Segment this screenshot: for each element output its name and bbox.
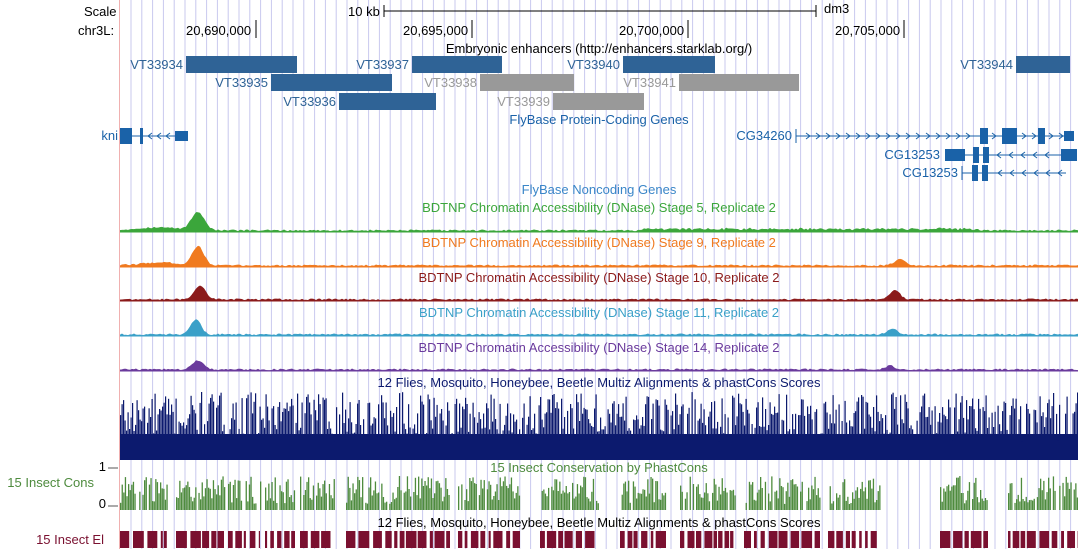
dnase-stage9-title: BDTNP Chromatin Accessibility (DNase) St… (422, 235, 776, 250)
cons-axis-ticks (108, 467, 118, 507)
cons-side-label[interactable]: 15 Insect Cons (7, 475, 94, 490)
enhancer-feature[interactable] (412, 56, 502, 73)
enhancer-feature[interactable] (186, 56, 297, 73)
enhancer-feature[interactable] (339, 93, 436, 110)
dnase-stage10-signal[interactable] (120, 277, 1078, 305)
gene-label-kni[interactable]: kni (101, 128, 118, 143)
enhancer-label[interactable]: VT33938 (424, 75, 477, 90)
enhancers-track-title: Embryonic enhancers (http://enhancers.st… (445, 41, 753, 56)
dnase-stage11-signal[interactable] (120, 312, 1078, 340)
elements-track-title: 12 Flies, Mosquito, Honeybee, Beetle Mul… (377, 515, 821, 530)
enhancer-feature[interactable] (1016, 56, 1070, 73)
cons-ymin-label: 0 (98, 496, 106, 511)
enhancer-label[interactable]: VT33944 (960, 57, 1013, 72)
enhancer-label[interactable]: VT33940 (567, 57, 620, 72)
dnase-stage14-signal[interactable] (120, 347, 1078, 375)
enhancer-feature-inactive[interactable] (480, 74, 574, 91)
gene-model-kni[interactable] (118, 126, 192, 146)
enhancer-label[interactable]: VT33935 (215, 75, 268, 90)
flybase-noncoding-title: FlyBase Noncoding Genes (521, 182, 677, 197)
dnase-stage14-title: BDTNP Chromatin Accessibility (DNase) St… (418, 340, 780, 355)
assembly-label: dm3 (824, 1, 850, 16)
enhancer-feature[interactable] (271, 74, 392, 91)
dnase-stage10-title: BDTNP Chromatin Accessibility (DNase) St… (418, 270, 780, 285)
position-ticks (255, 20, 905, 38)
conserved-elements-track[interactable] (120, 531, 1078, 548)
position-label: 20,695,000 (403, 23, 469, 38)
gene-label-cg13253[interactable]: CG13253 (884, 147, 940, 162)
dnase-stage5-signal[interactable] (120, 208, 1078, 236)
position-label: 20,690,000 (186, 23, 252, 38)
scale-bar-label: 10 kb (348, 4, 380, 19)
scale-label: Scale (84, 4, 117, 19)
enhancer-feature[interactable] (623, 56, 715, 73)
dnase-stage9-signal[interactable] (120, 243, 1078, 271)
enhancer-feature-inactive[interactable] (553, 93, 644, 110)
gene-model-cg34260[interactable] (794, 126, 1076, 146)
enhancer-label[interactable]: VT33936 (283, 94, 336, 109)
position-label: 20,700,000 (619, 23, 685, 38)
enhancer-label[interactable]: VT33941 (623, 75, 676, 90)
scale-bar (383, 5, 817, 17)
dnase-stage11-title: BDTNP Chromatin Accessibility (DNase) St… (418, 305, 780, 320)
cons-track-title: 15 Insect Conservation by PhastCons (490, 460, 708, 475)
gene-label-cg13253[interactable]: CG13253 (902, 165, 958, 180)
enhancer-feature-inactive[interactable] (679, 74, 799, 91)
dnase-stage5-title: BDTNP Chromatin Accessibility (DNase) St… (422, 200, 776, 215)
gene-label-cg34260[interactable]: CG34260 (736, 128, 792, 143)
enhancer-label[interactable]: VT33939 (497, 94, 550, 109)
flybase-coding-title: FlyBase Protein-Coding Genes (509, 112, 689, 127)
chrom-label: chr3L: (78, 23, 115, 38)
gene-model-cg13253[interactable] (943, 145, 1078, 165)
cons-ymax-label: 1 (98, 459, 106, 474)
position-label: 20,705,000 (835, 23, 901, 38)
elements-side-label[interactable]: 15 Insect El (36, 532, 104, 547)
enhancer-label[interactable]: VT33937 (356, 57, 409, 72)
gene-model-cg13253[interactable] (960, 163, 1070, 183)
multiz-track-title: 12 Flies, Mosquito, Honeybee, Beetle Mul… (377, 375, 821, 390)
enhancer-label[interactable]: VT33934 (130, 57, 183, 72)
multiz-conservation-plot[interactable] (120, 390, 1078, 460)
cons-phastcons-plot[interactable] (120, 476, 1078, 510)
